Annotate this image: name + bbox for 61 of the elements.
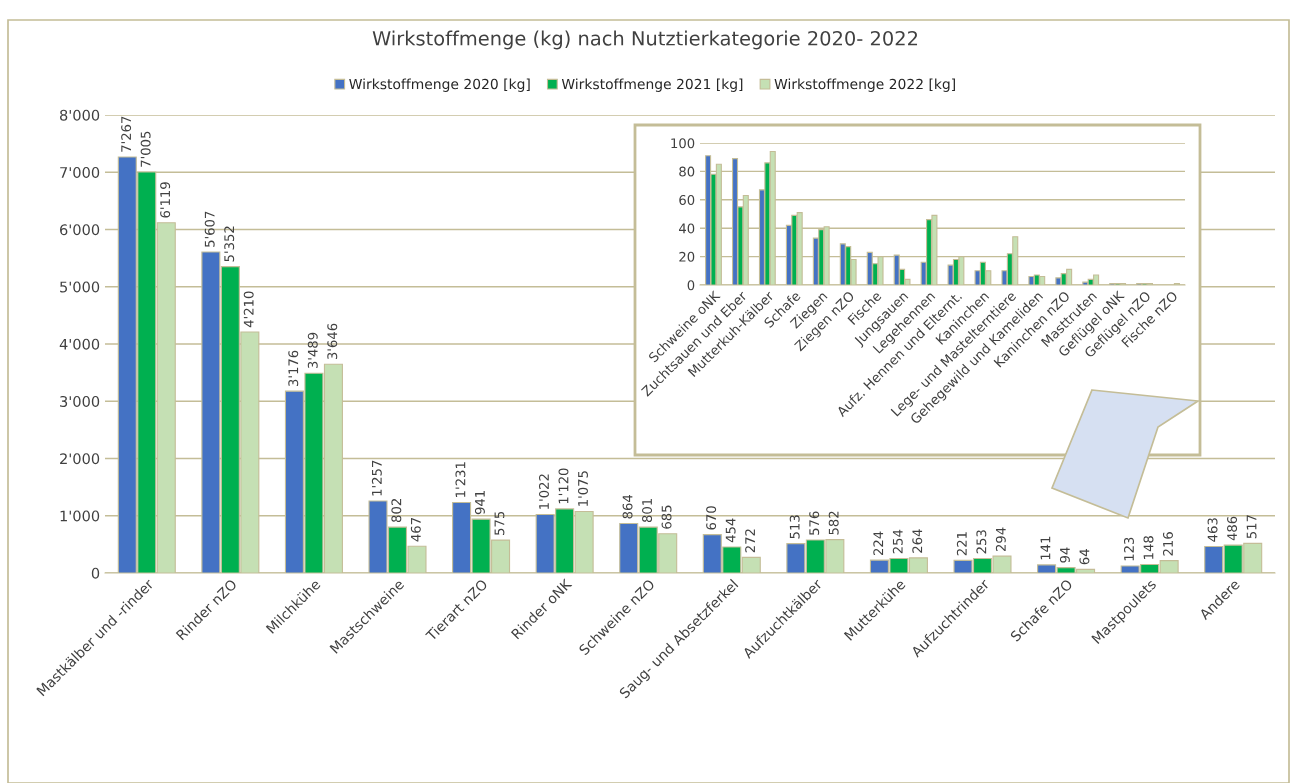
y-tick-label: 7'000 [60, 166, 100, 178]
data-label: 582 [828, 511, 839, 535]
y-tick-label: 4'000 [59, 338, 100, 350]
data-label: 670 [706, 506, 717, 530]
y-tick-label: 0 [687, 280, 695, 291]
data-label: 517 [1246, 515, 1257, 539]
data-label: 864 [622, 494, 633, 519]
data-label: 463 [1207, 518, 1218, 542]
data-label: 454 [725, 518, 736, 543]
data-label: 64 [1079, 549, 1090, 565]
data-label: 7'267 [121, 116, 132, 152]
data-label: 224 [873, 531, 884, 556]
data-label: 221 [956, 532, 967, 556]
data-label: 467 [410, 518, 421, 542]
data-label: 253 [976, 530, 987, 554]
data-label: 123 [1123, 537, 1134, 561]
data-label: 3'176 [288, 350, 299, 386]
legend-label: Wirkstoffmenge 2020 [kg] [349, 78, 530, 92]
data-label: 272 [745, 529, 755, 553]
data-label: 802 [391, 499, 402, 523]
data-label: 486 [1227, 516, 1238, 541]
data-label: 7'005 [140, 131, 151, 167]
y-tick-label: 40 [678, 223, 695, 234]
y-tick-label: 8'000 [60, 109, 100, 121]
data-label: 216 [1162, 532, 1173, 556]
chart-title: Wirkstoffmenge (kg) nach Nutztierkategorie 2020- 2022 [372, 30, 918, 50]
y-tick-label: 80 [679, 166, 695, 177]
data-label: 254 [892, 529, 903, 554]
data-label: 941 [474, 491, 485, 515]
data-label: 513 [789, 515, 800, 539]
y-tick-label: 5'000 [60, 281, 100, 293]
data-label: 576 [809, 511, 820, 535]
data-label: 1'120 [558, 468, 569, 504]
data-label: 5'607 [204, 211, 215, 247]
y-tick-label: 20 [679, 251, 695, 262]
y-tick-label: 2'000 [60, 453, 100, 465]
data-label: 1'257 [371, 460, 382, 496]
data-label: 1'231 [455, 462, 466, 497]
legend-label: Wirkstoffmenge 2021 [kg] [561, 78, 743, 92]
data-label: 1'075 [577, 471, 588, 506]
data-label: 801 [642, 499, 653, 523]
data-label: 94 [1059, 547, 1070, 563]
data-label: 575 [494, 511, 505, 535]
data-label: 141 [1040, 536, 1051, 560]
y-tick-label: 3'000 [60, 395, 100, 407]
y-tick-label: 1'000 [60, 510, 100, 522]
y-tick-label: 60 [679, 195, 695, 205]
y-tick-label: 6'000 [60, 224, 100, 236]
y-tick-label: 0 [91, 567, 100, 579]
y-tick-label: 100 [671, 138, 695, 149]
data-label: 685 [661, 505, 672, 529]
data-label: 3'646 [327, 323, 338, 360]
data-label: 4'210 [243, 291, 254, 328]
data-label: 6'119 [160, 182, 171, 218]
data-label: 1'022 [538, 474, 549, 509]
data-label: 294 [995, 527, 1006, 552]
data-label: 5'352 [224, 226, 235, 262]
data-label: 264 [912, 529, 923, 553]
data-label: 148 [1143, 536, 1154, 559]
legend-label: Wirkstoffmenge 2022 [kg] [774, 78, 955, 92]
data-label: 3'489 [307, 332, 318, 369]
